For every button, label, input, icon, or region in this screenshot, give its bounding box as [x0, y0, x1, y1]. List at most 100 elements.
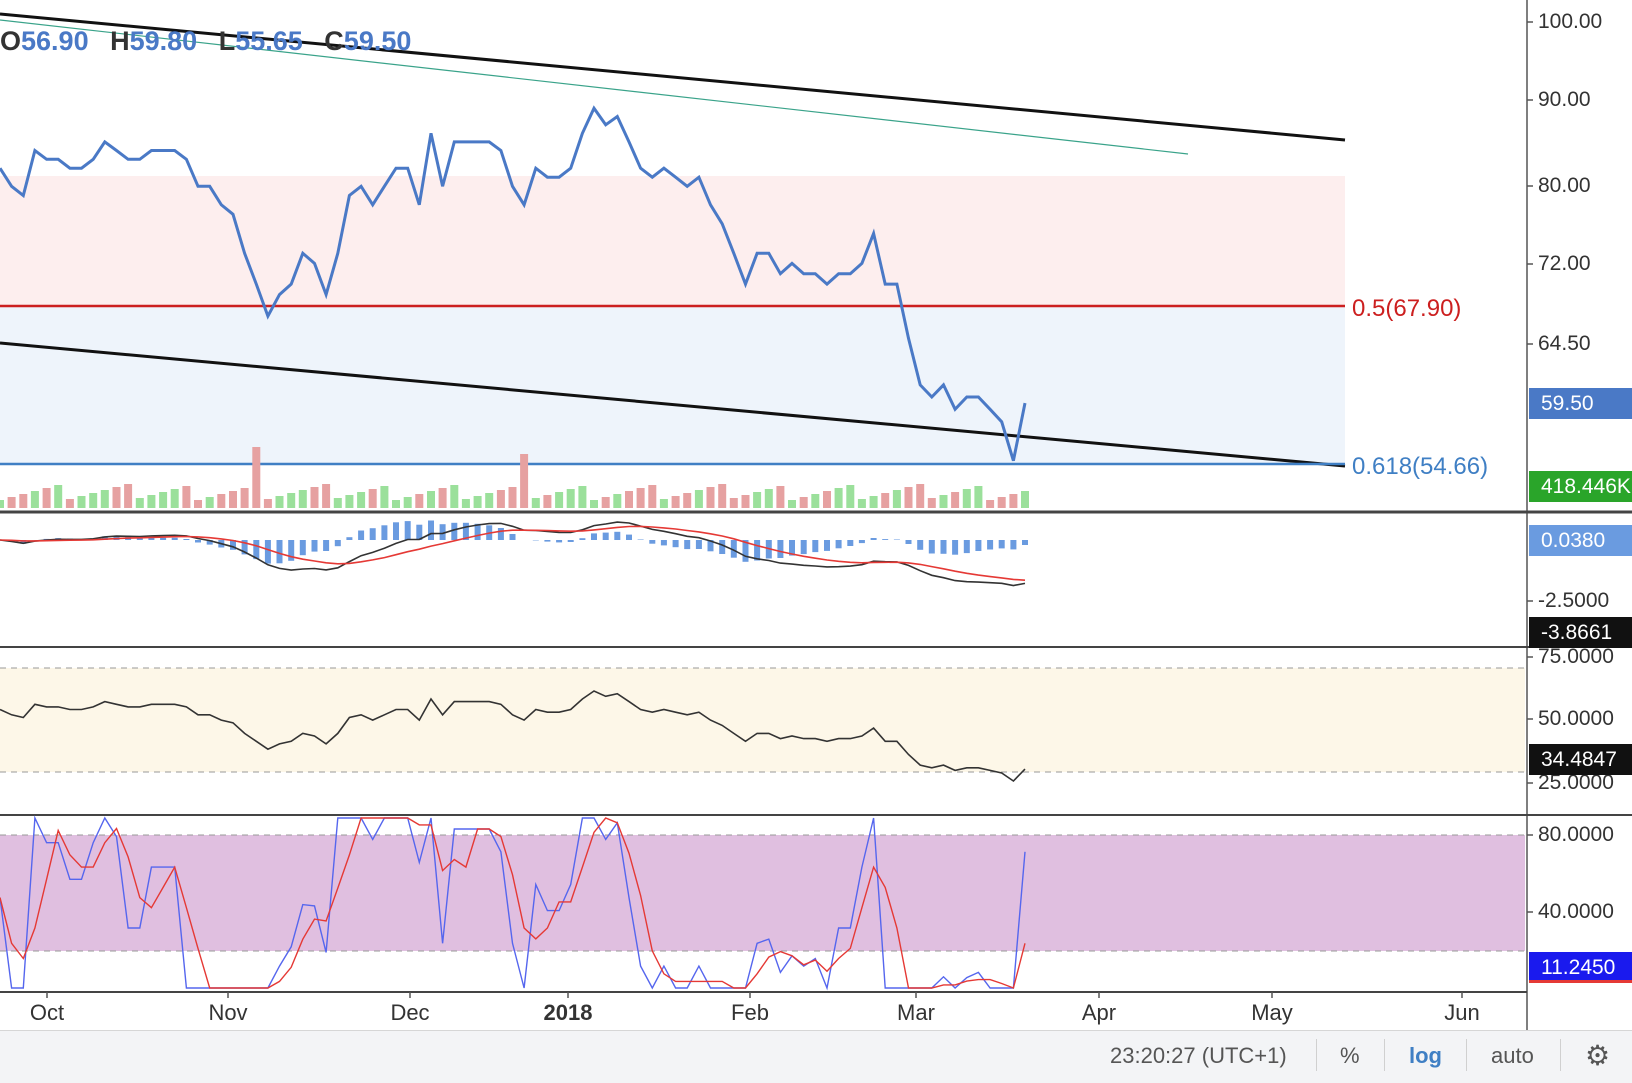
volume-bar: [136, 498, 144, 508]
volume-bar: [252, 447, 260, 508]
rsi-band: [0, 668, 1525, 772]
volume-bar: [182, 486, 190, 508]
volume-bar: [66, 499, 74, 508]
volume-bar: [124, 484, 132, 508]
macd-hist-bar: [941, 540, 947, 554]
volume-bar: [0, 500, 4, 508]
volume-bar: [823, 491, 831, 508]
volume-bar: [625, 491, 633, 508]
volume-bar: [648, 485, 656, 508]
macd-hist-bar: [929, 540, 935, 554]
macd-hist-bar: [638, 540, 644, 541]
volume-bar: [753, 492, 761, 508]
stoch-axis-label: 40.0000: [1538, 900, 1614, 924]
open-value: 56.90: [21, 26, 89, 56]
volume-bar: [194, 500, 202, 508]
macd-hist-bar: [195, 540, 201, 543]
volume-bar: [392, 500, 400, 508]
fib-zone-upper: [0, 176, 1345, 306]
macd-hist-bar: [579, 538, 585, 540]
volume-bar: [113, 487, 121, 508]
open-key: O: [0, 26, 21, 56]
high-key: H: [110, 26, 130, 56]
macd-hist-bar: [673, 540, 679, 547]
time-label: Nov: [208, 1000, 247, 1026]
macd-line: [0, 522, 1025, 585]
macd-hist-bar: [428, 521, 434, 541]
stoch-axis-label: 80.0000: [1538, 823, 1614, 847]
volume-bar: [427, 491, 435, 508]
rsi-badge: 34.4847: [1529, 744, 1632, 775]
percent-toggle[interactable]: %: [1340, 1043, 1360, 1069]
volume-bar: [497, 490, 505, 508]
time-label: Feb: [731, 1000, 769, 1026]
price-axis-label: 100.00: [1538, 10, 1602, 34]
fib-05-label: 0.5(67.90): [1352, 295, 1461, 322]
chart-canvas[interactable]: 0.5(67.90) 0.618(54.66): [0, 0, 1632, 1030]
chart-area[interactable]: 0.5(67.90) 0.618(54.66): [0, 0, 1632, 1030]
macd-hist-bar: [451, 523, 457, 540]
macd-hist-bar: [882, 539, 888, 540]
volume-bar: [683, 493, 691, 508]
volume-bar: [846, 485, 854, 508]
macd-hist-bar: [475, 524, 481, 540]
macd-hist-bar: [393, 522, 399, 540]
clock-display[interactable]: 23:20:27 (UTC+1): [1110, 1043, 1287, 1069]
macd-hist-bar: [591, 533, 597, 540]
volume-bar: [637, 488, 645, 508]
volume-bar: [299, 490, 307, 508]
macd-hist-bar: [277, 540, 283, 563]
volume-bar: [951, 492, 959, 508]
macd-hist-bar: [824, 540, 830, 551]
macd-hist-bar: [777, 540, 783, 558]
macd-hist-bar: [999, 540, 1005, 548]
fib-0618-label: 0.618(54.66): [1352, 453, 1488, 480]
volume-bar: [101, 490, 109, 508]
volume-bar: [928, 498, 936, 508]
time-label: Mar: [897, 1000, 935, 1026]
fib-zone-lower: [0, 306, 1345, 464]
macd-hist-bar: [544, 540, 550, 542]
volume-bar: [229, 491, 237, 508]
macd-hist-bar: [754, 540, 760, 561]
bottom-toolbar: 23:20:27 (UTC+1) % log auto ⚙: [0, 1030, 1632, 1083]
time-label: Dec: [390, 1000, 429, 1026]
volume-bar: [450, 485, 458, 508]
volume-bar: [147, 495, 155, 508]
volume-bar: [241, 488, 249, 508]
volume-bar: [520, 454, 528, 508]
gear-icon[interactable]: ⚙: [1585, 1039, 1610, 1072]
volume-bar: [159, 492, 167, 508]
macd-hist-bar: [358, 531, 364, 541]
macd-hist-bar: [498, 528, 504, 540]
volume-bar: [1009, 494, 1017, 508]
macd-hist-bar: [906, 540, 912, 544]
auto-toggle[interactable]: auto: [1491, 1043, 1534, 1069]
volume-bar: [567, 489, 575, 508]
macd-hist-bar: [183, 539, 189, 540]
divider: [1560, 1039, 1561, 1071]
volume-bar: [905, 487, 913, 508]
macd-hist-bar: [696, 540, 702, 549]
macd-hist-bar: [335, 540, 341, 546]
volume-bar: [707, 487, 715, 508]
volume-bar: [602, 497, 610, 508]
high-value: 59.80: [130, 26, 198, 56]
ohlc-legend: O56.90 H59.80 L55.65 C59.50: [0, 26, 425, 57]
macd-hist-bar: [626, 535, 632, 540]
macd-hist-bar: [661, 540, 667, 545]
volume-bar: [43, 488, 51, 508]
macd-hist-bar: [1022, 540, 1028, 545]
price-badge: 59.50: [1529, 388, 1632, 419]
macd-hist-bar: [952, 540, 958, 555]
macd-hist-bar: [917, 540, 923, 550]
time-label-year: 2018: [544, 1000, 593, 1026]
stoch-band: [0, 835, 1525, 951]
volume-bar: [439, 488, 447, 508]
volume-bar: [578, 486, 586, 508]
volume-bar: [322, 484, 330, 508]
divider: [1316, 1039, 1317, 1071]
volume-bar: [695, 490, 703, 508]
volume-bar: [415, 494, 423, 508]
log-toggle[interactable]: log: [1409, 1043, 1442, 1069]
